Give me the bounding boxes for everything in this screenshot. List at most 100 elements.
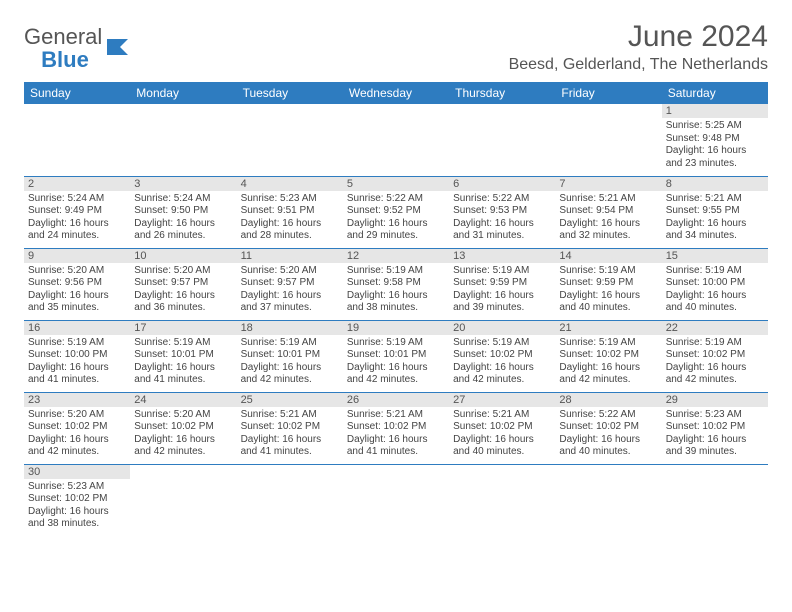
- calendar-cell: [237, 104, 343, 176]
- day-content: Sunrise: 5:24 AMSunset: 9:49 PMDaylight:…: [24, 191, 130, 247]
- sunset-text: Sunset: 10:01 PM: [134, 349, 232, 362]
- daylight-text-1: Daylight: 16 hours: [666, 218, 764, 231]
- sunrise-text: Sunrise: 5:19 AM: [666, 265, 764, 278]
- daylight-text-1: Daylight: 16 hours: [559, 362, 657, 375]
- calendar-cell: 8Sunrise: 5:21 AMSunset: 9:55 PMDaylight…: [662, 176, 768, 248]
- sunrise-text: Sunrise: 5:24 AM: [28, 193, 126, 206]
- sunrise-text: Sunrise: 5:22 AM: [453, 193, 551, 206]
- calendar-cell: [555, 104, 661, 176]
- sunset-text: Sunset: 9:55 PM: [666, 205, 764, 218]
- calendar-cell: 28Sunrise: 5:22 AMSunset: 10:02 PMDaylig…: [555, 392, 661, 464]
- sunrise-text: Sunrise: 5:19 AM: [241, 337, 339, 350]
- calendar-cell: 29Sunrise: 5:23 AMSunset: 10:02 PMDaylig…: [662, 392, 768, 464]
- sunset-text: Sunset: 9:54 PM: [559, 205, 657, 218]
- day-number: 27: [449, 393, 555, 407]
- sunset-text: Sunset: 10:02 PM: [666, 349, 764, 362]
- sunrise-text: Sunrise: 5:19 AM: [453, 337, 551, 350]
- day-number: 17: [130, 321, 236, 335]
- sunset-text: Sunset: 9:52 PM: [347, 205, 445, 218]
- sunrise-text: Sunrise: 5:19 AM: [134, 337, 232, 350]
- daylight-text-2: and 38 minutes.: [347, 302, 445, 315]
- sunset-text: Sunset: 10:02 PM: [559, 349, 657, 362]
- location: Beesd, Gelderland, The Netherlands: [509, 56, 768, 74]
- daylight-text-2: and 41 minutes.: [241, 446, 339, 459]
- sunrise-text: Sunrise: 5:24 AM: [134, 193, 232, 206]
- day-content: Sunrise: 5:21 AMSunset: 10:02 PMDaylight…: [449, 407, 555, 463]
- sunrise-text: Sunrise: 5:19 AM: [559, 337, 657, 350]
- daylight-text-1: Daylight: 16 hours: [666, 290, 764, 303]
- calendar-cell: 14Sunrise: 5:19 AMSunset: 9:59 PMDayligh…: [555, 248, 661, 320]
- daylight-text-1: Daylight: 16 hours: [28, 434, 126, 447]
- calendar-cell: [130, 464, 236, 536]
- daylight-text-2: and 42 minutes.: [453, 374, 551, 387]
- calendar-week: 23Sunrise: 5:20 AMSunset: 10:02 PMDaylig…: [24, 392, 768, 464]
- day-number: 3: [130, 177, 236, 191]
- day-content: Sunrise: 5:22 AMSunset: 9:53 PMDaylight:…: [449, 191, 555, 247]
- daylight-text-1: Daylight: 16 hours: [453, 218, 551, 231]
- calendar-cell: 4Sunrise: 5:23 AMSunset: 9:51 PMDaylight…: [237, 176, 343, 248]
- sunrise-text: Sunrise: 5:22 AM: [347, 193, 445, 206]
- day-number: 8: [662, 177, 768, 191]
- month-title: June 2024: [509, 20, 768, 54]
- calendar-cell: 26Sunrise: 5:21 AMSunset: 10:02 PMDaylig…: [343, 392, 449, 464]
- calendar-cell: 27Sunrise: 5:21 AMSunset: 10:02 PMDaylig…: [449, 392, 555, 464]
- day-number: 15: [662, 249, 768, 263]
- sunrise-text: Sunrise: 5:23 AM: [241, 193, 339, 206]
- calendar-cell: 7 Sunrise: 5:21 AMSunset: 9:54 PMDaylight…: [555, 176, 661, 248]
- day-content: Sunrise: 5:19 AMSunset: 10:00 PMDaylight…: [24, 335, 130, 391]
- sunset-text: Sunset: 9:53 PM: [453, 205, 551, 218]
- sunrise-text: Sunrise: 5:21 AM: [559, 193, 657, 206]
- day-content: Sunrise: 5:22 AMSunset: 10:02 PMDaylight…: [555, 407, 661, 463]
- daylight-text-1: Daylight: 16 hours: [28, 362, 126, 375]
- daylight-text-1: Daylight: 16 hours: [134, 218, 232, 231]
- day-number: 16: [24, 321, 130, 335]
- page-header: General GBlue June 2024 Beesd, Gelderlan…: [24, 20, 768, 74]
- sunrise-text: Sunrise: 5:20 AM: [28, 265, 126, 278]
- logo: General GBlue: [24, 20, 132, 72]
- daylight-text-2: and 28 minutes.: [241, 230, 339, 243]
- calendar-week: 16Sunrise: 5:19 AMSunset: 10:00 PMDaylig…: [24, 320, 768, 392]
- day-content: Sunrise: 5:20 AMSunset: 10:02 PMDaylight…: [130, 407, 236, 463]
- day-content: Sunrise: 5:23 AMSunset: 10:02 PMDaylight…: [24, 479, 130, 535]
- calendar-cell: 17Sunrise: 5:19 AMSunset: 10:01 PMDaylig…: [130, 320, 236, 392]
- day-content: Sunrise: 5:19 AMSunset: 10:00 PMDaylight…: [662, 263, 768, 319]
- sunrise-text: Sunrise: 5:20 AM: [241, 265, 339, 278]
- day-header: Friday: [555, 82, 661, 104]
- sunset-text: Sunset: 10:00 PM: [666, 277, 764, 290]
- day-content: Sunrise: 5:25 AMSunset: 9:48 PMDaylight:…: [662, 118, 768, 174]
- sunrise-text: Sunrise: 5:21 AM: [666, 193, 764, 206]
- day-number: 7: [555, 177, 661, 191]
- calendar-cell: 1Sunrise: 5:25 AMSunset: 9:48 PMDaylight…: [662, 104, 768, 176]
- logo-text-2: Blue: [41, 47, 89, 72]
- sunrise-text: Sunrise: 5:23 AM: [28, 481, 126, 494]
- daylight-text-2: and 29 minutes.: [347, 230, 445, 243]
- daylight-text-1: Daylight: 16 hours: [559, 218, 657, 231]
- sunset-text: Sunset: 9:50 PM: [134, 205, 232, 218]
- daylight-text-2: and 39 minutes.: [453, 302, 551, 315]
- calendar-week: 2Sunrise: 5:24 AMSunset: 9:49 PMDaylight…: [24, 176, 768, 248]
- daylight-text-2: and 35 minutes.: [28, 302, 126, 315]
- daylight-text-2: and 41 minutes.: [28, 374, 126, 387]
- sunrise-text: Sunrise: 5:25 AM: [666, 120, 764, 133]
- day-number: 19: [343, 321, 449, 335]
- sunset-text: Sunset: 10:02 PM: [241, 421, 339, 434]
- daylight-text-1: Daylight: 16 hours: [453, 290, 551, 303]
- daylight-text-1: Daylight: 16 hours: [241, 290, 339, 303]
- sunset-text: Sunset: 10:02 PM: [453, 421, 551, 434]
- sunrise-text: Sunrise: 5:21 AM: [347, 409, 445, 422]
- daylight-text-1: Daylight: 16 hours: [559, 290, 657, 303]
- day-number: 4: [237, 177, 343, 191]
- day-content: Sunrise: 5:19 AMSunset: 10:01 PMDaylight…: [130, 335, 236, 391]
- daylight-text-2: and 37 minutes.: [241, 302, 339, 315]
- calendar-cell: 12Sunrise: 5:19 AMSunset: 9:58 PMDayligh…: [343, 248, 449, 320]
- calendar-cell: [449, 464, 555, 536]
- calendar-cell: [343, 104, 449, 176]
- day-number: 23: [24, 393, 130, 407]
- daylight-text-1: Daylight: 16 hours: [134, 362, 232, 375]
- calendar-cell: 3 Sunrise: 5:24 AMSunset: 9:50 PMDaylight…: [130, 176, 236, 248]
- day-header: Wednesday: [343, 82, 449, 104]
- sunrise-text: Sunrise: 5:19 AM: [347, 265, 445, 278]
- day-content: Sunrise: 5:19 AMSunset: 10:01 PMDaylight…: [343, 335, 449, 391]
- sunset-text: Sunset: 9:57 PM: [241, 277, 339, 290]
- day-content: Sunrise: 5:21 AMSunset: 9:55 PMDaylight:…: [662, 191, 768, 247]
